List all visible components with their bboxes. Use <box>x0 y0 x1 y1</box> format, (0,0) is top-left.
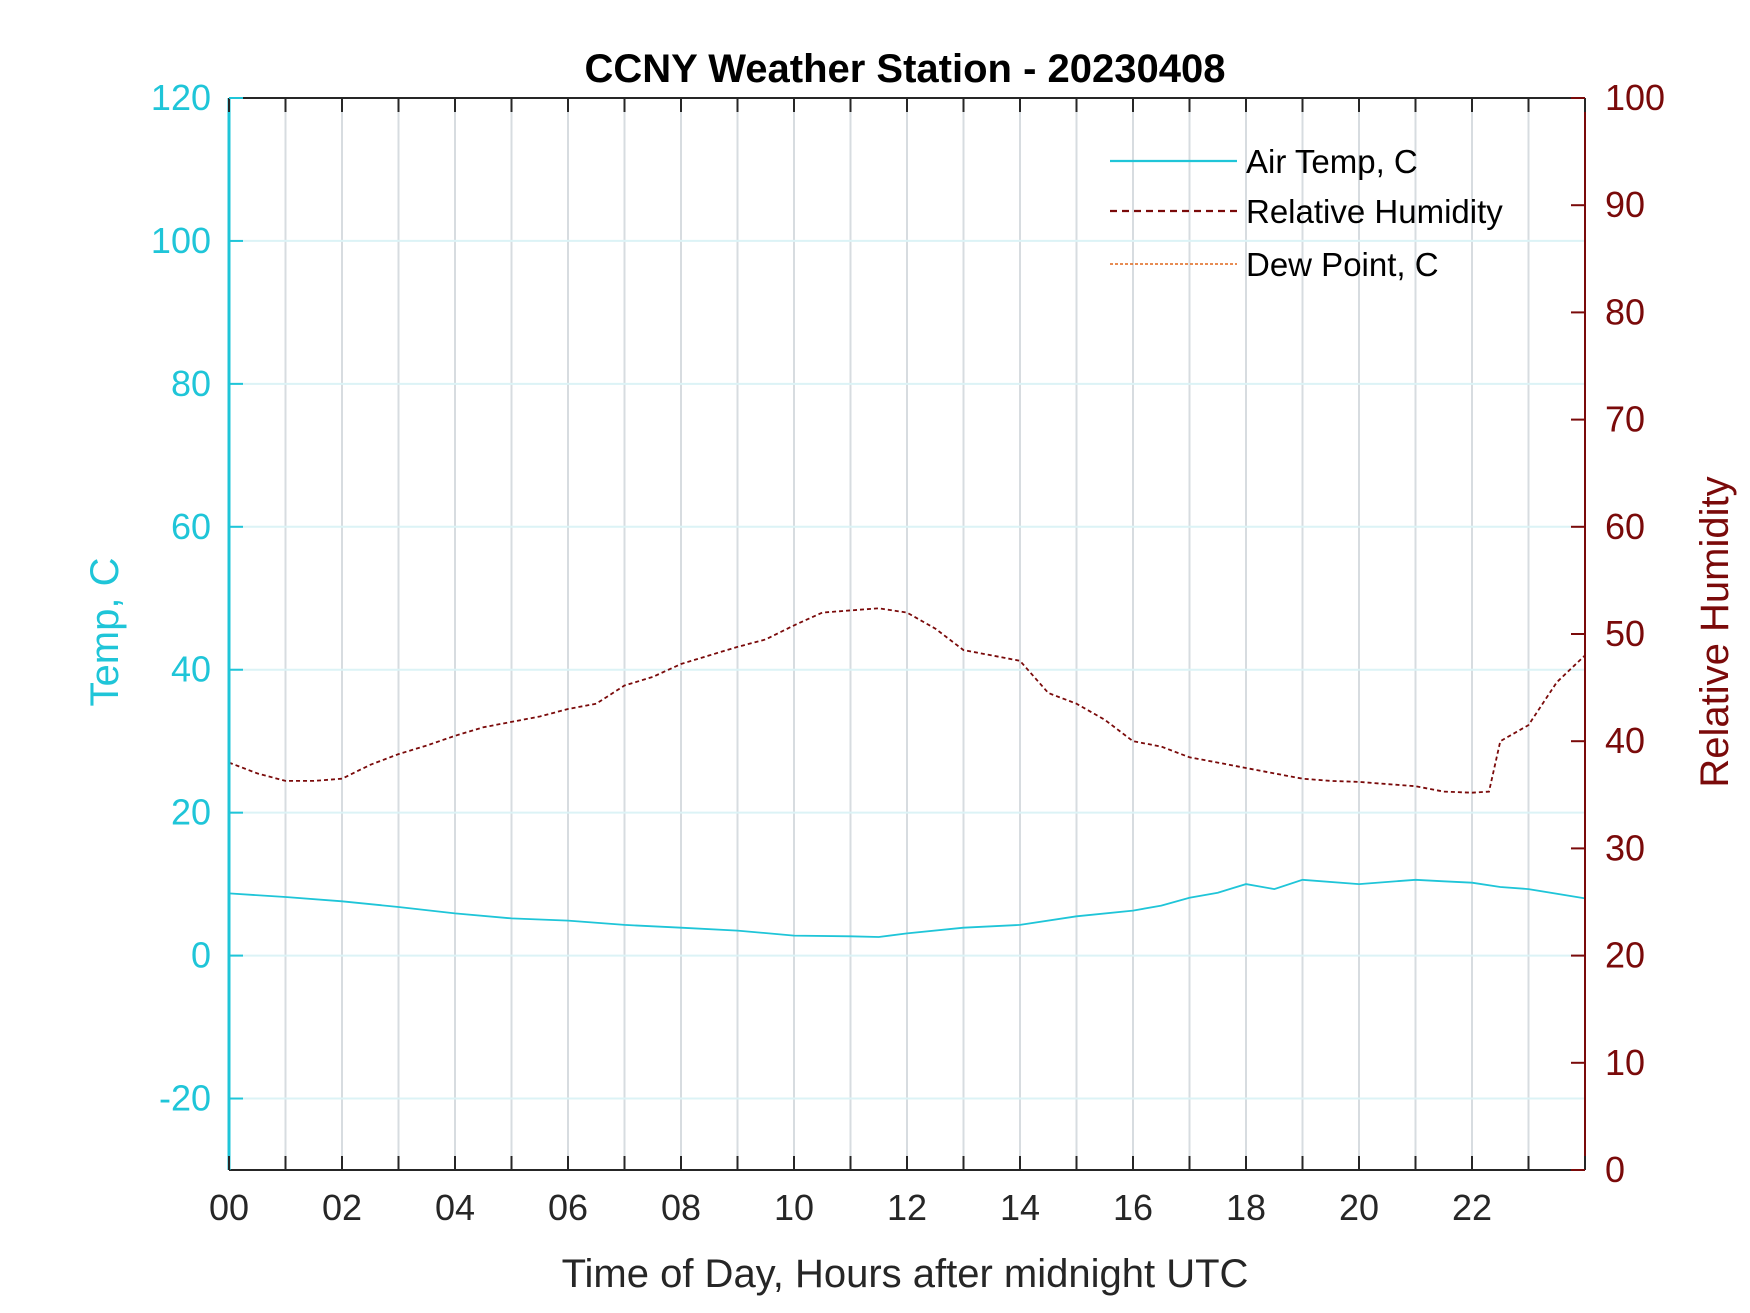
x-tick-label: 16 <box>1113 1187 1153 1228</box>
legend: Air Temp, C Relative Humidity Dew Point,… <box>1110 143 1503 283</box>
y-right-tick-label: 20 <box>1605 935 1645 976</box>
y-left-axis-title: Temp, C <box>83 558 127 707</box>
y-right-tick-label: 10 <box>1605 1042 1645 1083</box>
x-tick-label: 20 <box>1339 1187 1379 1228</box>
chart-title: CCNY Weather Station - 20230408 <box>585 47 1226 91</box>
legend-label-dew-point: Dew Point, C <box>1246 246 1439 283</box>
y-right-tick-label: 0 <box>1605 1149 1625 1190</box>
air-temp-series-line <box>228 878 1586 938</box>
y-left-tick-label: 60 <box>171 506 211 547</box>
axes: 00 02 04 06 08 10 12 14 16 18 20 22-200204060801001… <box>151 77 1665 1228</box>
y-right-tick-label: 100 <box>1605 77 1665 118</box>
y-right-tick-label: 80 <box>1605 291 1645 332</box>
y-right-tick-label: 40 <box>1605 720 1645 761</box>
x-tick-label: 02 <box>322 1187 362 1228</box>
y-right-tick-label: 90 <box>1605 184 1645 225</box>
x-tick-label: 04 <box>435 1187 475 1228</box>
x-tick-label: 14 <box>1000 1187 1040 1228</box>
grid-lines <box>229 98 1585 1170</box>
y-left-tick-label: 0 <box>191 935 211 976</box>
y-right-tick-label: 60 <box>1605 506 1645 547</box>
x-tick-label: 18 <box>1226 1187 1266 1228</box>
y-left-tick-label: 100 <box>151 220 211 261</box>
x-tick-label: 12 <box>887 1187 927 1228</box>
y-left-tick-label: 120 <box>151 77 211 118</box>
x-tick-label: 10 <box>774 1187 814 1228</box>
x-tick-label: 08 <box>661 1187 701 1228</box>
y-left-tick-label: 80 <box>171 363 211 404</box>
legend-label-air-temp: Air Temp, C <box>1246 143 1418 180</box>
y-right-tick-label: 30 <box>1605 827 1645 868</box>
y-right-tick-label: 50 <box>1605 613 1645 654</box>
legend-label-humidity: Relative Humidity <box>1246 193 1503 230</box>
y-left-tick-label: -20 <box>159 1078 211 1119</box>
y-left-tick-label: 20 <box>171 792 211 833</box>
y-left-tick-label: 40 <box>171 649 211 690</box>
x-tick-label: 00 <box>209 1187 249 1228</box>
y-right-tick-label: 70 <box>1605 399 1645 440</box>
x-tick-label: 22 <box>1452 1187 1492 1228</box>
y-right-axis-title: Relative Humidity <box>1693 476 1737 787</box>
humidity-series-line <box>228 607 1586 794</box>
series-layer <box>228 607 1586 938</box>
x-tick-label: 06 <box>548 1187 588 1228</box>
x-axis-title: Time of Day, Hours after midnight UTC <box>562 1252 1249 1296</box>
